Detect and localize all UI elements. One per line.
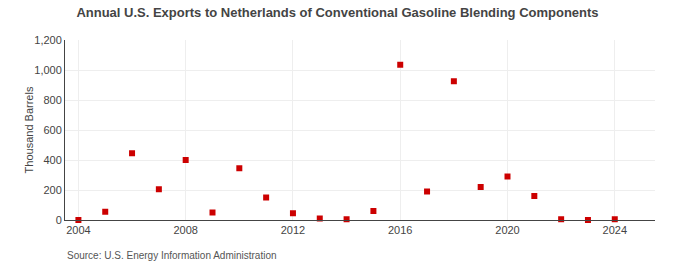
svg-text:1,200: 1,200: [34, 34, 62, 46]
svg-text:2024: 2024: [603, 224, 627, 236]
svg-text:2012: 2012: [281, 224, 305, 236]
svg-text:Annual U.S. Exports to Netherl: Annual U.S. Exports to Netherlands of Co…: [76, 5, 598, 20]
svg-text:1,000: 1,000: [34, 64, 62, 76]
svg-text:600: 600: [43, 124, 61, 136]
svg-text:2004: 2004: [66, 224, 90, 236]
svg-text:200: 200: [43, 184, 61, 196]
svg-text:2016: 2016: [388, 224, 412, 236]
svg-text:800: 800: [43, 94, 61, 106]
svg-text:2008: 2008: [173, 224, 197, 236]
svg-text:400: 400: [43, 154, 61, 166]
svg-text:Thousand Barrels: Thousand Barrels: [23, 86, 35, 173]
svg-text:2020: 2020: [495, 224, 519, 236]
svg-text:0: 0: [56, 214, 62, 226]
svg-text:Source: U.S. Energy Informatio: Source: U.S. Energy Information Administ…: [67, 250, 277, 261]
